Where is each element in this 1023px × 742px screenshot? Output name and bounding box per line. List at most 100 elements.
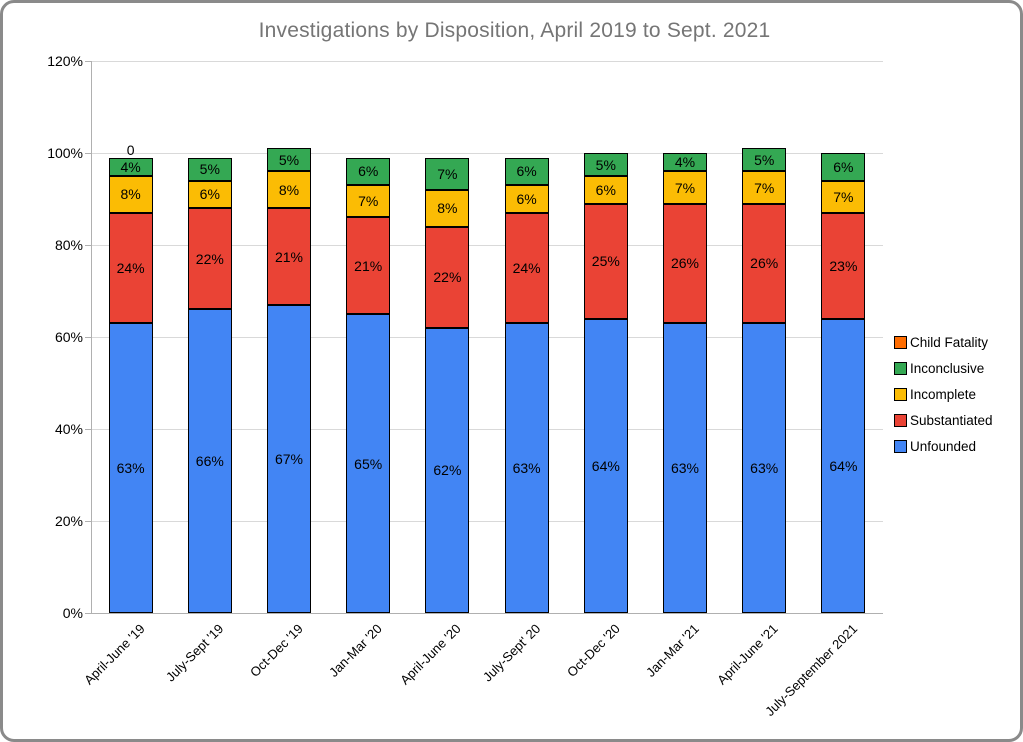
- bar-segment-label: 4%: [674, 154, 696, 171]
- bar-segment-unfounded[interactable]: [583, 318, 628, 613]
- legend-item-inconclusive[interactable]: Inconclusive: [894, 359, 993, 377]
- bar-segment-unfounded[interactable]: [504, 323, 549, 613]
- bar-segment-label: 7%: [754, 179, 775, 196]
- legend-item-substantiated[interactable]: Substantiated: [894, 411, 993, 429]
- bar-segment-inconclusive[interactable]: [425, 157, 470, 190]
- bar-segment-incomplete[interactable]: [108, 176, 153, 213]
- bar-segment-label: 7%: [674, 179, 696, 196]
- bar-segment-unfounded[interactable]: [187, 309, 232, 613]
- bar-segment-incomplete[interactable]: [663, 171, 707, 204]
- bar-segment-label: 8%: [120, 186, 141, 203]
- legend-swatch-icon: [894, 387, 907, 401]
- bar-segment-inconclusive[interactable]: [187, 157, 232, 181]
- bar-segment-inconclusive[interactable]: [583, 153, 628, 176]
- bar-segment-unfounded[interactable]: [742, 323, 787, 613]
- bar-segment-label: 5%: [199, 161, 220, 178]
- bar-segment-incomplete[interactable]: [425, 189, 470, 227]
- bar-segment-unfounded[interactable]: [346, 314, 391, 613]
- bar-segment-label: 5%: [278, 151, 300, 168]
- y-axis-tick: [85, 429, 91, 430]
- bar-segment-label: 62%: [433, 462, 462, 479]
- bar-segment-unfounded[interactable]: [425, 327, 470, 613]
- bar-segment-incomplete[interactable]: [504, 185, 549, 213]
- y-axis-tick: [85, 245, 91, 246]
- legend-label: Incomplete: [910, 386, 977, 402]
- y-axis-tick: [85, 337, 91, 338]
- bar-segment-inconclusive[interactable]: [267, 148, 311, 172]
- legend-swatch-icon: [894, 335, 907, 349]
- bar-segment-incomplete[interactable]: [742, 171, 787, 204]
- bar-segment-label: 63%: [512, 460, 541, 477]
- legend-label: Child Fatality: [910, 334, 989, 350]
- bar-segment-substantiated[interactable]: [504, 212, 549, 324]
- bar-segment-unfounded[interactable]: [108, 323, 153, 613]
- bar-segment-inconclusive[interactable]: [742, 148, 787, 172]
- x-axis-label: April-June '21: [714, 621, 781, 688]
- bar-segment-incomplete[interactable]: [267, 171, 311, 209]
- bar-segment-inconclusive[interactable]: [663, 153, 707, 172]
- bar-segment-label: 7%: [358, 193, 379, 210]
- bar-segment-label: 6%: [516, 191, 537, 207]
- bar-segment-incomplete[interactable]: [187, 180, 232, 209]
- x-axis-label: Oct-Dec '20: [563, 621, 623, 680]
- bar-segment-label: 24%: [512, 260, 541, 276]
- bar-segment-label: 6%: [833, 158, 854, 175]
- bar-segment-inconclusive[interactable]: [821, 153, 866, 181]
- bar-segment-label: 23%: [829, 257, 858, 274]
- bar-segment-label: 25%: [591, 253, 620, 270]
- gridline: [91, 429, 883, 430]
- bar-segment-substantiated[interactable]: [663, 203, 707, 324]
- y-axis-label: 60%: [54, 329, 83, 345]
- bar-segment-label: 8%: [437, 200, 458, 217]
- bar-segment-unfounded[interactable]: [821, 318, 866, 613]
- bar-segment-label: 5%: [595, 156, 616, 173]
- y-axis-label: 80%: [54, 237, 83, 253]
- bar-segment-substantiated[interactable]: [267, 208, 311, 305]
- bar-segment-substantiated[interactable]: [583, 203, 628, 319]
- bar-segment-label: 6%: [358, 163, 379, 180]
- x-axis-label: July-Sept '19: [162, 621, 227, 685]
- bar-segment-label: 22%: [433, 269, 462, 286]
- bar-segment-unfounded[interactable]: [267, 304, 311, 613]
- bar-segment-unfounded[interactable]: [663, 323, 707, 613]
- bar-segment-substantiated[interactable]: [108, 212, 153, 324]
- bar-segment-label: 26%: [670, 255, 700, 272]
- chart-title: Investigations by Disposition, April 201…: [258, 19, 771, 42]
- bar-segment-substantiated[interactable]: [742, 203, 787, 324]
- legend-label: Substantiated: [910, 412, 993, 428]
- bar-segment-label: 7%: [833, 188, 854, 205]
- bar-segment-incomplete[interactable]: [821, 180, 866, 213]
- x-axis-label: Oct-Dec '19: [246, 621, 306, 680]
- x-axis-label: July-September 2021: [762, 621, 861, 719]
- x-axis-label: April-June '20: [397, 621, 465, 688]
- x-axis-label: Jan-Mar '20: [325, 621, 385, 680]
- legend-item-incomplete[interactable]: Incomplete: [894, 385, 993, 403]
- y-axis-tick: [85, 521, 91, 522]
- bar-segment-label: 64%: [829, 457, 858, 474]
- bar-segment-label: 63%: [116, 460, 145, 477]
- bar-segment-label: 21%: [274, 248, 304, 265]
- bar-segment-label: 4%: [120, 158, 141, 175]
- bar-segment-substantiated[interactable]: [187, 208, 232, 310]
- bar-segment-label: 24%: [116, 260, 145, 276]
- legend-swatch-icon: [894, 439, 907, 453]
- bar-segment-label: 63%: [670, 460, 700, 477]
- bar-segment-incomplete[interactable]: [346, 185, 391, 218]
- legend-item-unfounded[interactable]: Unfounded: [894, 437, 993, 455]
- legend-item-child-fatality[interactable]: Child Fatality: [894, 333, 993, 351]
- y-axis-label: 120%: [47, 53, 83, 69]
- y-axis-line: [91, 61, 92, 613]
- x-axis-label: July-Sept' 20: [479, 621, 544, 685]
- bar-segment-label: 65%: [354, 455, 383, 472]
- bar-segment-substantiated[interactable]: [346, 217, 391, 314]
- bar-segment-inconclusive[interactable]: [108, 157, 153, 176]
- bar-segment-substantiated[interactable]: [821, 212, 866, 319]
- bar-segment-label: 21%: [354, 257, 383, 274]
- bar-segment-substantiated[interactable]: [425, 226, 470, 328]
- bar-segment-label: 63%: [750, 460, 779, 477]
- bar-segment-incomplete[interactable]: [583, 176, 628, 204]
- bar-segment-inconclusive[interactable]: [504, 157, 549, 186]
- bar-segment-inconclusive[interactable]: [346, 157, 391, 186]
- legend-label: Inconclusive: [910, 360, 985, 376]
